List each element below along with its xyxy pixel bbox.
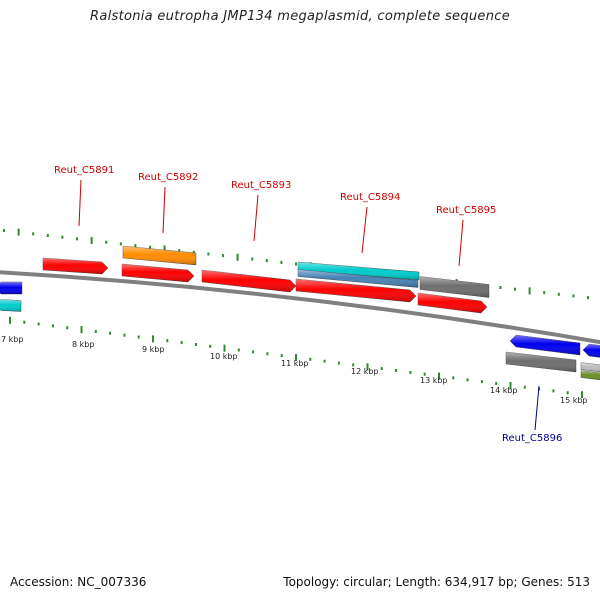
gene-lightgray-shading <box>581 362 600 372</box>
gene-label[interactable]: Reut_C5893 <box>231 180 291 191</box>
scale-label: 12 kbp <box>351 367 379 376</box>
gene-red-1-shading <box>43 258 108 274</box>
scale-label: 7 kbp <box>1 335 23 344</box>
gene-label-leaders <box>78 179 540 431</box>
scale-labels: 7 kbp 8 kbp 9 kbp 10 kbp 11 kbp 12 kbp 13 kbp 1… <box>1 335 588 405</box>
gene-olive-shading <box>581 370 600 380</box>
scale-label: 14 kbp <box>490 386 518 395</box>
accession-text: Accession: NC_007336 <box>10 575 147 589</box>
gene-label[interactable]: Reut_C5892 <box>138 172 198 183</box>
gene-track <box>0 245 600 381</box>
gene-label[interactable]: Reut_C5891 <box>54 165 114 176</box>
scale-label: 11 kbp <box>281 359 309 368</box>
map-title: Ralstonia eutropha JMP134 megaplasmid, c… <box>89 9 510 24</box>
gene-gray-2-shading <box>506 352 576 372</box>
gene-label-leader <box>78 179 82 227</box>
scale-label: 8 kbp <box>72 340 94 349</box>
gene-red-4-shading <box>296 279 416 302</box>
gene-steelblue-shading <box>298 269 418 288</box>
gene-label[interactable]: Reut_C5896 <box>502 433 562 444</box>
gene-blue-1-shading <box>510 335 580 355</box>
gene-blue-2-shading <box>583 344 600 358</box>
gene-red-2-shading <box>122 264 194 282</box>
gene-label-leader <box>361 206 368 254</box>
gene-cyan-left-shading <box>0 299 21 312</box>
gene-label[interactable]: Reut_C5894 <box>340 192 400 203</box>
gene-labels: Reut_C5891 Reut_C5892 Reut_C5893 Reut_C5894… <box>54 165 562 444</box>
gene-blue-left-shading <box>0 282 22 294</box>
gene-label-leader <box>534 385 540 431</box>
scale-label: 10 kbp <box>210 352 238 361</box>
gene-label-leader <box>253 194 259 242</box>
scale-ticks-lower <box>9 316 583 399</box>
gene-red-3-shading <box>202 270 296 292</box>
gene-label[interactable]: Reut_C5895 <box>436 205 496 216</box>
scale-label: 9 kbp <box>142 345 164 354</box>
gene-gray-1-shading <box>420 276 489 298</box>
scale-label: 15 kbp <box>560 396 588 405</box>
gene-cyan-shading <box>298 262 419 280</box>
scale-label: 13 kbp <box>420 376 448 385</box>
gene-label-leader <box>458 219 464 267</box>
gene-label-leader <box>162 186 166 234</box>
plasmid-backbone <box>0 270 600 345</box>
gene-red-5-shading <box>418 293 487 313</box>
gene-orange-shading <box>123 246 196 265</box>
genome-summary-text: Topology: circular; Length: 634,917 bp; … <box>283 575 590 589</box>
